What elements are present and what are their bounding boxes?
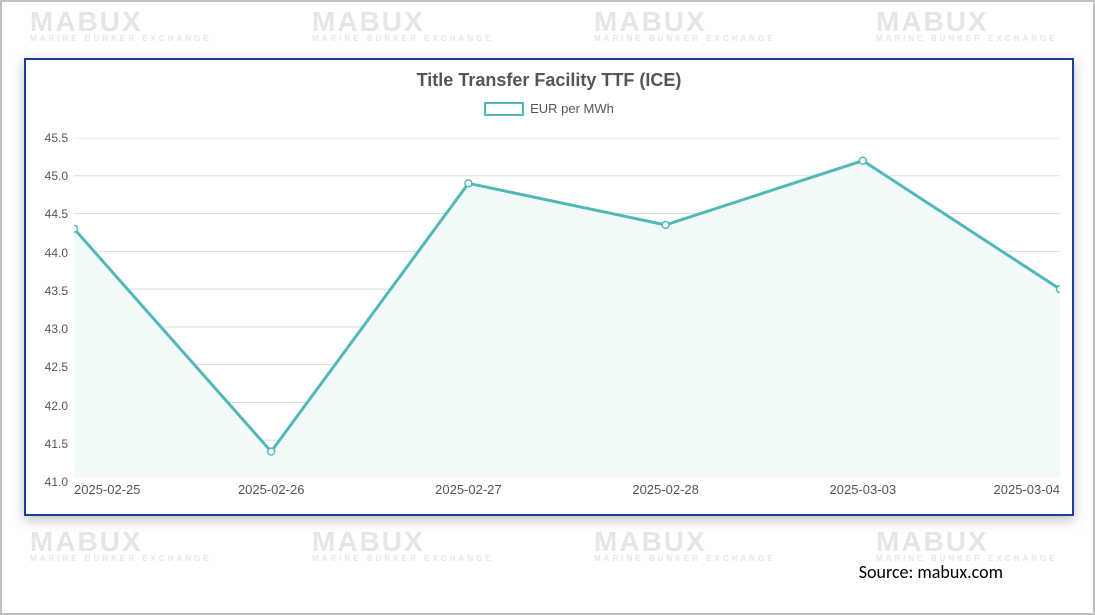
page-root: MABUXMARINE BUNKER EXCHANGE MABUXMARINE B… <box>0 0 1095 615</box>
y-axis-tick-label: 43.5 <box>45 284 74 298</box>
y-axis-tick-label: 42.5 <box>45 360 74 374</box>
x-axis-tick-label: 2025-02-26 <box>238 482 305 497</box>
x-axis-tick-label: 2025-02-25 <box>74 482 141 497</box>
watermark-item: MABUXMARINE BUNKER EXCHANGE <box>312 528 494 563</box>
y-axis-tick-label: 45.5 <box>45 131 74 145</box>
watermark-item: MABUXMARINE BUNKER EXCHANGE <box>312 8 494 43</box>
x-axis-tick-label: 2025-03-04 <box>994 482 1061 497</box>
data-point-marker <box>74 225 77 232</box>
data-point-marker <box>662 221 669 228</box>
data-point-marker <box>268 448 275 455</box>
watermark-item: MABUXMARINE BUNKER EXCHANGE <box>594 528 776 563</box>
legend-label: EUR per MWh <box>530 101 614 116</box>
chart-card: Title Transfer Facility TTF (ICE) EUR pe… <box>24 58 1074 516</box>
y-axis-tick-label: 44.0 <box>45 246 74 260</box>
source-attribution: Source: mabux.com <box>859 561 1003 583</box>
y-axis-tick-label: 42.0 <box>45 399 74 413</box>
y-axis-tick-label: 43.0 <box>45 322 74 336</box>
data-point-marker <box>1057 286 1060 293</box>
chart-legend: EUR per MWh <box>26 101 1072 116</box>
y-axis-tick-label: 45.0 <box>45 169 74 183</box>
data-point-marker <box>859 157 866 164</box>
watermark-item: MABUXMARINE BUNKER EXCHANGE <box>30 528 212 563</box>
x-axis-tick-label: 2025-03-03 <box>830 482 897 497</box>
watermark-item: MABUXMARINE BUNKER EXCHANGE <box>876 8 1058 43</box>
watermark-item: MABUXMARINE BUNKER EXCHANGE <box>594 8 776 43</box>
chart-x-axis-labels: 2025-02-25 2025-02-26 2025-02-27 2025-02-28… <box>74 482 1060 502</box>
data-point-marker <box>465 180 472 187</box>
y-axis-tick-label: 44.5 <box>45 207 74 221</box>
series-area-fill <box>74 161 1060 478</box>
chart-title: Title Transfer Facility TTF (ICE) <box>26 70 1072 91</box>
y-axis-tick-label: 41.0 <box>45 475 74 489</box>
chart-svg <box>74 138 1060 478</box>
legend-swatch <box>484 102 524 116</box>
watermark-item: MABUXMARINE BUNKER EXCHANGE <box>30 8 212 43</box>
x-axis-tick-label: 2025-02-28 <box>632 482 699 497</box>
chart-plot-area: 41.041.542.042.543.043.544.044.545.045.5 <box>74 138 1060 478</box>
y-axis-tick-label: 41.5 <box>45 437 74 451</box>
x-axis-tick-label: 2025-02-27 <box>435 482 502 497</box>
watermark-item: MABUXMARINE BUNKER EXCHANGE <box>876 528 1058 563</box>
